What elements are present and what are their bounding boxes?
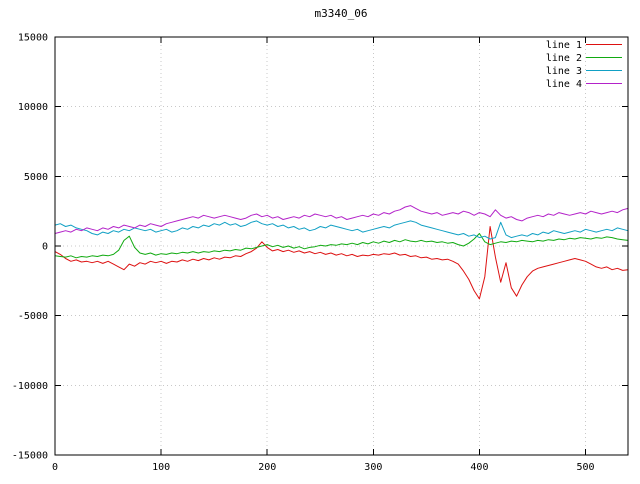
legend-label: line 4 — [546, 79, 582, 90]
series-line-1 — [54, 226, 629, 300]
legend-label: line 1 — [546, 40, 582, 51]
series-layer — [54, 205, 629, 300]
y-tick-label: -15000 — [12, 451, 48, 462]
x-tick-label: 0 — [52, 462, 58, 473]
y-tick-label: -10000 — [12, 381, 48, 392]
x-tick-label: 500 — [577, 462, 595, 473]
series-line-2 — [54, 233, 629, 259]
plot-border — [54, 36, 629, 456]
x-tick-label: 200 — [258, 462, 276, 473]
legend-layer: line 1 line 2 line 3 line 4 — [546, 40, 622, 90]
chart-title: m3340_06 — [315, 7, 368, 20]
grid-layer — [55, 37, 628, 455]
x-tick-label: 400 — [470, 462, 488, 473]
axis-layer: 0 100 200 300 400 500 -15000 -10000 -5000 0 5000 10… — [12, 33, 629, 473]
y-tick-label: 15000 — [18, 33, 48, 44]
x-tick-label: 100 — [152, 462, 170, 473]
y-tick-label: 5000 — [24, 172, 48, 183]
series-line-4 — [54, 205, 629, 234]
y-tick-label: -5000 — [18, 311, 48, 322]
y-tick-label: 0 — [42, 242, 48, 253]
legend-label: line 3 — [546, 66, 582, 77]
legend-label: line 2 — [546, 53, 582, 64]
series-line-3 — [54, 220, 629, 240]
x-tick-label: 300 — [364, 462, 382, 473]
y-tick-label: 10000 — [18, 102, 48, 113]
